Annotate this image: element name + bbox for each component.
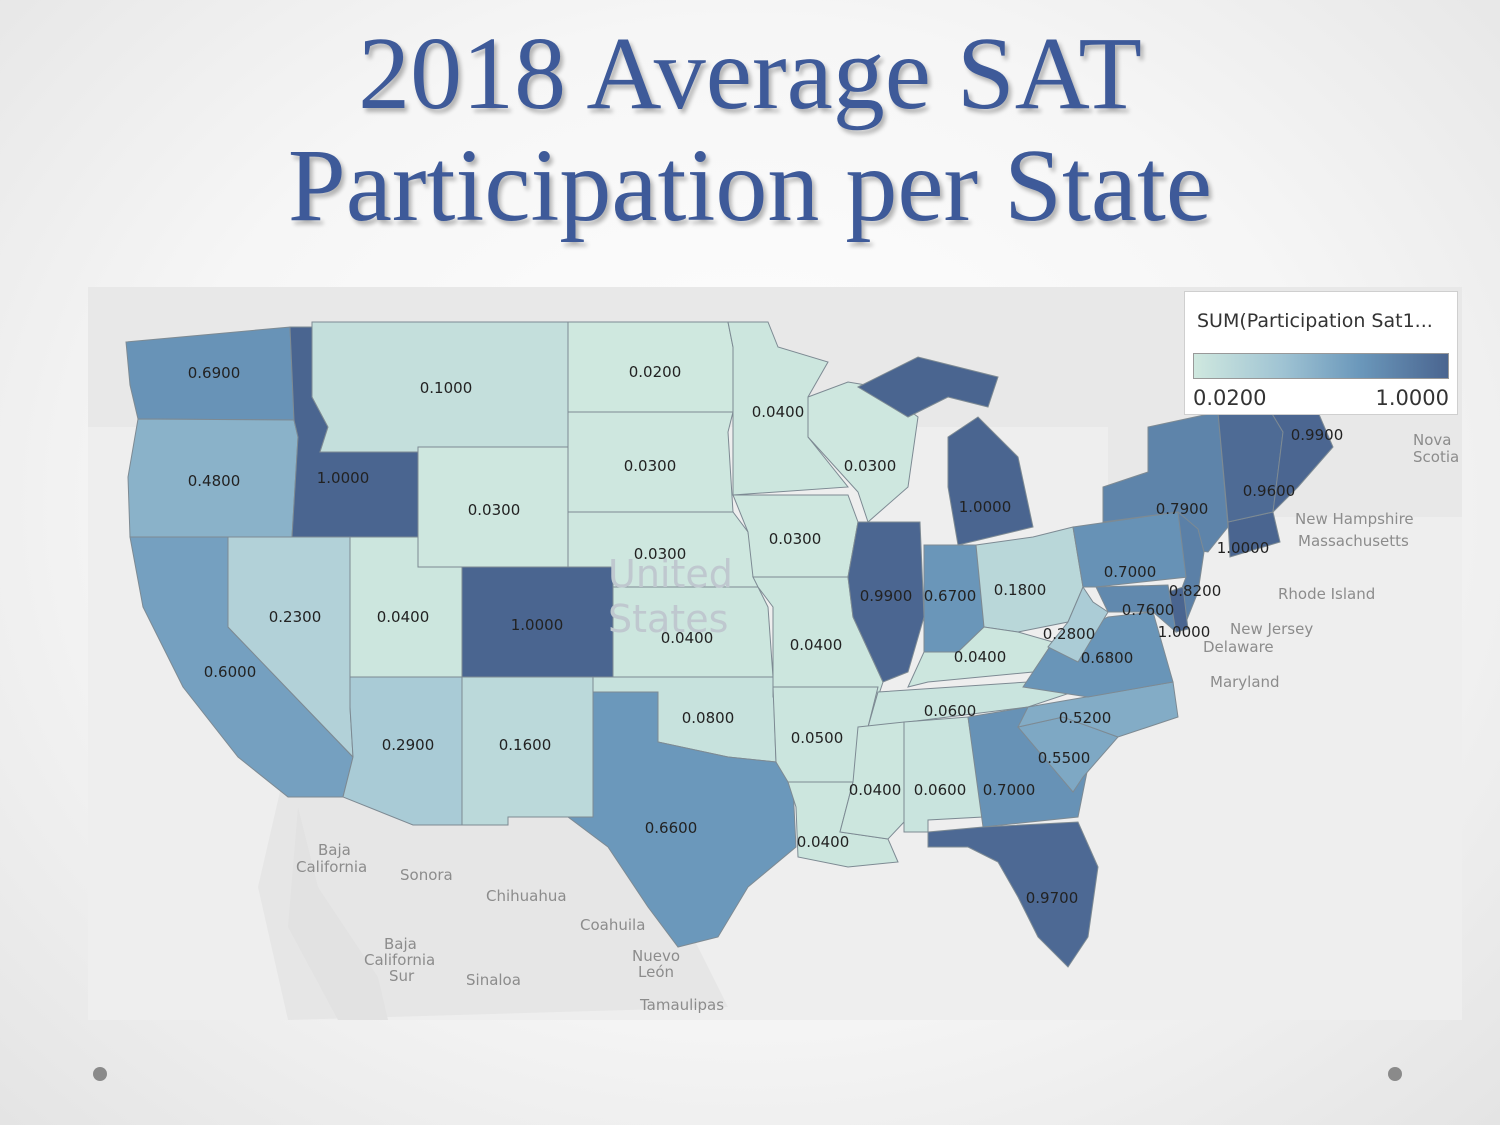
baja-land	[288, 807, 388, 1020]
value-label-wv: 0.2800	[1043, 625, 1096, 643]
value-label-ky: 0.0400	[954, 648, 1007, 666]
value-label-az: 0.2900	[382, 736, 435, 754]
value-label-me: 0.9900	[1291, 426, 1344, 444]
legend-max-label: 1.0000	[1375, 386, 1449, 410]
value-label-il: 0.9900	[860, 587, 913, 605]
value-label-mn: 0.0400	[752, 403, 805, 421]
value-label-wy: 0.0300	[468, 501, 521, 519]
value-labels: 0.6900 0.4800 0.6000 1.0000 0.2300 0.100…	[188, 363, 1344, 907]
slide-title-line-1: 2018 Average SAT	[358, 16, 1142, 131]
legend-title: SUM(Participation Sat1...	[1197, 310, 1433, 332]
value-label-nj: 0.8200	[1169, 582, 1222, 600]
value-label-mi: 1.0000	[959, 498, 1012, 516]
value-label-wa: 0.6900	[188, 364, 241, 382]
label-baja-sur-2: California	[364, 951, 435, 969]
label-baja-sur-3: Sur	[389, 967, 415, 985]
value-label-sc: 0.5500	[1038, 749, 1091, 767]
state-md[interactable]	[1095, 584, 1177, 634]
value-label-md: 0.7600	[1122, 601, 1175, 619]
value-label-ny: 0.7900	[1156, 500, 1209, 518]
value-label-oh: 0.1800	[994, 581, 1047, 599]
value-label-ne: 0.0300	[634, 545, 687, 563]
label-delaware: Delaware	[1203, 638, 1274, 656]
label-baja-california-2: California	[296, 858, 367, 876]
label-sonora: Sonora	[400, 866, 453, 884]
label-sinaloa: Sinaloa	[466, 971, 521, 989]
value-label-sd: 0.0300	[624, 457, 677, 475]
value-label-nm: 0.1600	[499, 736, 552, 754]
value-label-ks: 0.0400	[661, 629, 714, 647]
value-label-vt-nh: 0.9600	[1243, 482, 1296, 500]
slide-title: 2018 Average SAT Participation per State	[0, 18, 1500, 242]
label-baja-sur-1: Baja	[384, 935, 417, 953]
value-label-id: 1.0000	[317, 469, 370, 487]
value-label-nc: 0.5200	[1059, 709, 1112, 727]
state-ks[interactable]	[612, 586, 774, 678]
label-nova-scotia-1: Nova	[1413, 431, 1451, 449]
legend-min-label: 0.0200	[1193, 386, 1267, 410]
label-nuevo-leon-1: Nuevo	[632, 947, 680, 965]
value-label-ms: 0.0400	[849, 781, 902, 799]
value-label-va: 0.6800	[1081, 649, 1134, 667]
value-label-mt: 0.1000	[420, 379, 473, 397]
value-label-ut: 0.0400	[377, 608, 430, 626]
country-label-line-2: States	[608, 597, 728, 641]
value-label-in: 0.6700	[924, 587, 977, 605]
value-label-de: 1.0000	[1158, 623, 1211, 641]
state-mi[interactable]	[856, 356, 1034, 546]
value-label-ct: 1.0000	[1217, 539, 1270, 557]
value-label-la: 0.0400	[797, 833, 850, 851]
place-labels: Nova Scotia New Hampshire Massachusetts …	[296, 431, 1459, 1014]
value-label-mo: 0.0400	[790, 636, 843, 654]
slide-title-line-2: Participation per State	[287, 128, 1213, 243]
state-oh[interactable]	[975, 526, 1084, 633]
state-sd[interactable]	[567, 411, 734, 513]
label-coahuila: Coahuila	[580, 916, 645, 934]
background-country-label: United States	[608, 552, 733, 641]
value-label-al: 0.0600	[914, 781, 967, 799]
value-label-ga: 0.7000	[983, 781, 1036, 799]
state-fl[interactable]	[927, 821, 1099, 968]
value-label-nd: 0.0200	[629, 363, 682, 381]
label-new-hampshire: New Hampshire	[1295, 510, 1414, 528]
value-label-co: 1.0000	[511, 616, 564, 634]
legend-gradient-bar	[1193, 353, 1449, 379]
state-il[interactable]	[847, 521, 925, 683]
value-label-ia: 0.0300	[769, 530, 822, 548]
value-label-or: 0.4800	[188, 472, 241, 490]
value-label-ca: 0.6000	[204, 663, 257, 681]
bullet-dot-left	[93, 1067, 107, 1081]
value-label-fl: 0.9700	[1026, 889, 1079, 907]
value-label-pa: 0.7000	[1104, 563, 1157, 581]
bullet-dot-right	[1388, 1067, 1402, 1081]
value-label-nv: 0.2300	[269, 608, 322, 626]
label-baja-california-1: Baja	[318, 841, 351, 859]
state-vt-nh[interactable]	[1217, 406, 1284, 523]
state-ny[interactable]	[1102, 411, 1229, 553]
value-label-wi: 0.0300	[844, 457, 897, 475]
label-rhode-island: Rhode Island	[1278, 585, 1375, 603]
label-massachusetts: Massachusetts	[1298, 532, 1409, 550]
label-tamaulipas: Tamaulipas	[639, 996, 724, 1014]
value-label-tx: 0.6600	[645, 819, 698, 837]
state-tx[interactable]	[508, 691, 797, 948]
value-label-tn: 0.0600	[924, 702, 977, 720]
label-new-jersey: New Jersey	[1230, 620, 1313, 638]
label-nuevo-leon-2: León	[638, 963, 674, 981]
label-maryland: Maryland	[1210, 673, 1280, 691]
state-wi[interactable]	[807, 381, 919, 523]
label-chihuahua: Chihuahua	[486, 887, 567, 905]
value-label-ok: 0.0800	[682, 709, 735, 727]
value-label-ar: 0.0500	[791, 729, 844, 747]
states-layer	[125, 321, 1334, 968]
color-legend[interactable]: SUM(Participation Sat1... 0.0200 1.0000	[1184, 291, 1458, 415]
country-label-line-1: United	[608, 552, 733, 596]
label-nova-scotia-2: Scotia	[1413, 448, 1459, 466]
